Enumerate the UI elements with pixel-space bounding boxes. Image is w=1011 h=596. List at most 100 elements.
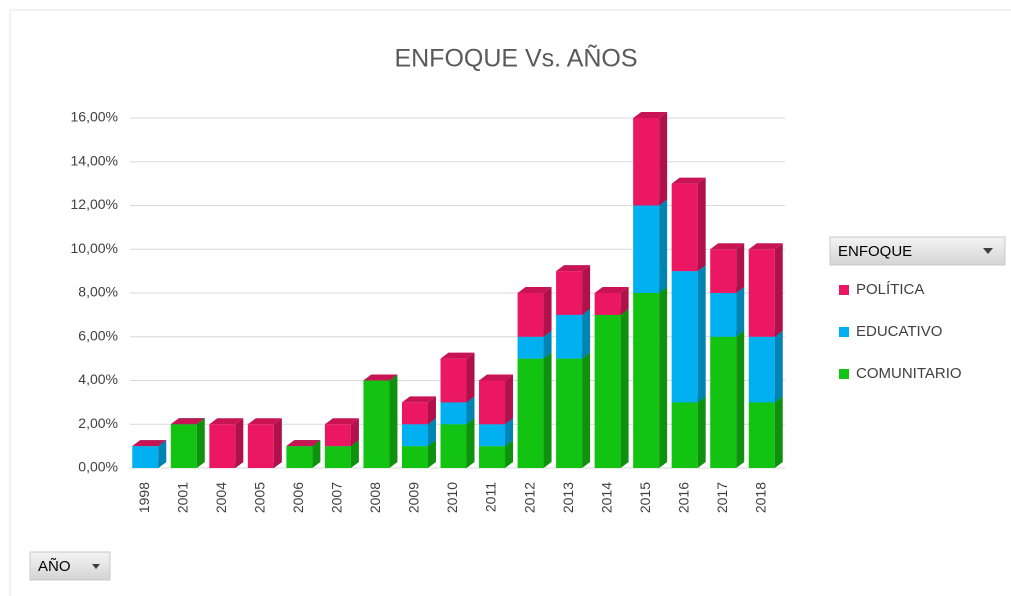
bar-segment bbox=[286, 440, 321, 447]
y-tick-label: 6,00% bbox=[78, 327, 118, 343]
bar-side bbox=[620, 308, 629, 468]
x-tick-label: 2018 bbox=[752, 482, 768, 513]
bar-front bbox=[556, 358, 583, 468]
bar-front bbox=[286, 446, 313, 468]
bar-side bbox=[389, 374, 398, 468]
y-tick-label: 2,00% bbox=[78, 415, 118, 431]
bar-side bbox=[774, 243, 783, 337]
bar-side bbox=[543, 287, 552, 337]
bar-top bbox=[556, 265, 591, 272]
bar-top bbox=[633, 112, 668, 118]
x-tick-label: 2007 bbox=[329, 482, 345, 513]
y-tick-label: 12,00% bbox=[71, 196, 118, 212]
bar-side bbox=[736, 287, 745, 337]
legend-swatch bbox=[839, 369, 849, 379]
x-tick-label: 2011 bbox=[483, 482, 499, 512]
bar-front bbox=[671, 271, 698, 403]
bar-side bbox=[736, 243, 745, 293]
bar-front bbox=[594, 314, 621, 468]
bar-segment bbox=[556, 265, 591, 315]
bar-segment bbox=[748, 330, 783, 403]
bar-front bbox=[671, 402, 698, 468]
bar-front bbox=[633, 293, 660, 468]
x-tick-label: 2013 bbox=[560, 482, 576, 513]
bar-segment bbox=[363, 374, 398, 381]
legend-label: COMUNITARIO bbox=[856, 365, 962, 382]
axis-button-label: AÑO bbox=[38, 558, 71, 575]
bar-front bbox=[209, 424, 236, 468]
bar-side bbox=[505, 374, 514, 425]
bar-front bbox=[633, 118, 660, 206]
bar-side bbox=[505, 440, 514, 468]
bar-front bbox=[440, 402, 467, 425]
bar-side bbox=[427, 418, 436, 447]
bar-side bbox=[582, 308, 591, 359]
bar-front bbox=[401, 424, 428, 447]
bar-segment bbox=[594, 287, 629, 315]
bar-segment bbox=[671, 177, 706, 272]
y-tick-label: 4,00% bbox=[78, 371, 118, 387]
bar-side bbox=[427, 440, 436, 468]
bar-side bbox=[659, 112, 668, 206]
y-tick-label: 10,00% bbox=[71, 240, 118, 256]
bar-segment bbox=[748, 243, 783, 337]
bar-segment bbox=[556, 352, 591, 468]
bar-front bbox=[748, 336, 775, 403]
bar-segment bbox=[170, 418, 205, 468]
bar-top bbox=[594, 287, 629, 293]
x-tick-label: 2017 bbox=[714, 482, 730, 513]
x-tick-label: 2008 bbox=[367, 482, 383, 513]
y-tick-label: 0,00% bbox=[78, 459, 118, 475]
bar-top bbox=[286, 440, 321, 447]
chart-title: ENFOQUE Vs. AÑOS bbox=[394, 44, 637, 73]
x-tick-label: 2015 bbox=[637, 482, 653, 513]
x-tick-label: 2005 bbox=[252, 482, 268, 513]
bar-front bbox=[517, 336, 544, 359]
bar-front bbox=[710, 249, 737, 293]
bar-top bbox=[440, 352, 475, 359]
bar-segment bbox=[247, 418, 282, 468]
bar-front bbox=[556, 271, 583, 315]
bar-segment bbox=[209, 418, 244, 468]
dropdown-arrow bbox=[983, 248, 993, 254]
bar-segment bbox=[363, 374, 398, 468]
bar-side bbox=[273, 418, 282, 468]
bar-side bbox=[543, 352, 552, 468]
y-tick-label: 8,00% bbox=[78, 284, 118, 300]
bar-side bbox=[466, 418, 475, 468]
y-tick-label: 14,00% bbox=[71, 152, 118, 168]
bar-segment bbox=[440, 352, 475, 403]
x-tick-label: 2009 bbox=[406, 482, 422, 513]
bar-front bbox=[363, 380, 390, 468]
bar-front bbox=[748, 249, 775, 337]
bar-side bbox=[427, 396, 436, 425]
bar-front bbox=[440, 424, 467, 468]
dropdown-arrow bbox=[92, 564, 100, 569]
bar-side bbox=[697, 265, 706, 403]
bar-front bbox=[479, 380, 506, 425]
x-tick-label: 2010 bbox=[444, 482, 460, 513]
x-tick-label: 2016 bbox=[675, 482, 691, 513]
bar-top bbox=[363, 374, 398, 381]
bar-segment bbox=[517, 287, 552, 337]
bar-side bbox=[697, 396, 706, 468]
bar-front bbox=[710, 293, 737, 337]
bar-side bbox=[774, 330, 783, 403]
bar-top bbox=[748, 243, 783, 250]
legend-swatch bbox=[839, 285, 849, 295]
bar-segment bbox=[401, 396, 436, 425]
bar-segment bbox=[710, 243, 745, 293]
bar-side bbox=[466, 352, 475, 403]
bar-side bbox=[196, 418, 205, 468]
bar-segment bbox=[132, 440, 167, 447]
legend-header[interactable] bbox=[829, 236, 1006, 266]
bar-segment bbox=[633, 112, 668, 206]
bar-segment bbox=[170, 418, 205, 425]
legend-label: POLÍTICA bbox=[856, 281, 924, 298]
bar-front bbox=[401, 446, 428, 468]
bar-top bbox=[170, 418, 205, 425]
bar-side bbox=[312, 440, 321, 468]
bar-side bbox=[582, 265, 591, 315]
bar-front bbox=[440, 358, 467, 403]
bar-top bbox=[209, 418, 244, 425]
